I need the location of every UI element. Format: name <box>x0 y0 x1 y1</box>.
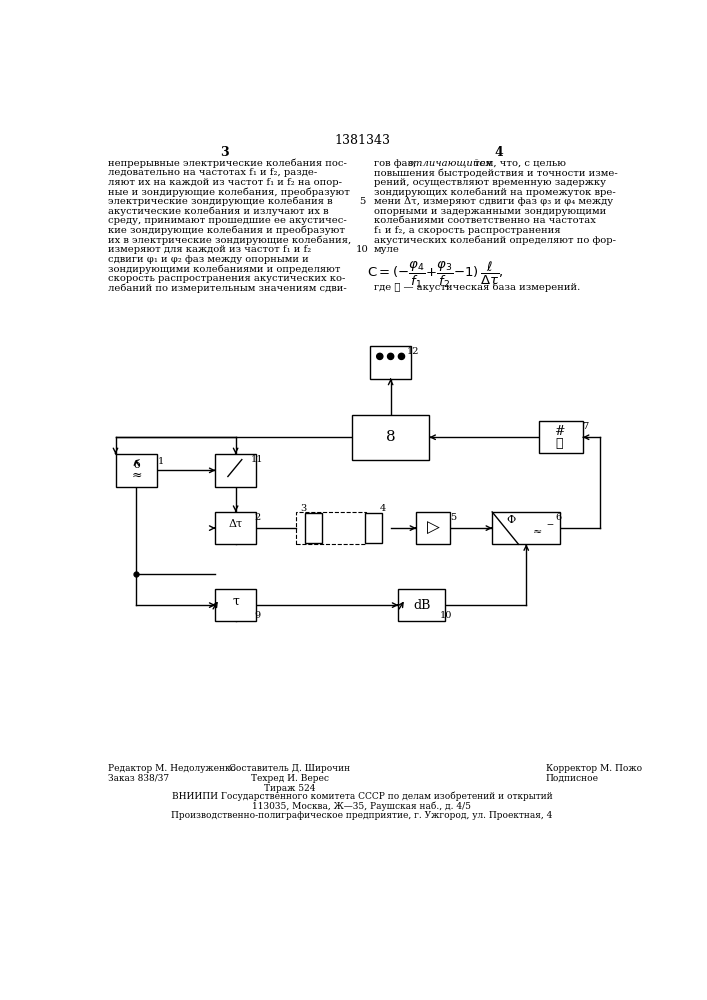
Text: опорными и задержанными зондирующими: опорными и задержанными зондирующими <box>373 207 606 216</box>
Text: Техред И. Верес: Техред И. Верес <box>251 774 329 783</box>
Text: 10: 10 <box>440 611 452 620</box>
Text: непрерывные электрические колебания пос-: непрерывные электрические колебания пос- <box>107 158 346 168</box>
Text: повышения быстродействия и точности изме-: повышения быстродействия и точности изме… <box>373 168 617 178</box>
Bar <box>352 415 429 460</box>
Text: ≈: ≈ <box>533 527 542 537</box>
Text: 1381343: 1381343 <box>334 134 390 147</box>
Circle shape <box>387 353 394 359</box>
Text: 3: 3 <box>300 504 307 513</box>
Text: Составитель Д. Широчин: Составитель Д. Широчин <box>229 764 351 773</box>
Circle shape <box>398 353 404 359</box>
Text: среду, принимают прошедшие ее акустичес-: среду, принимают прошедшие ее акустичес- <box>107 216 346 225</box>
Bar <box>216 512 256 544</box>
Text: 5: 5 <box>358 197 365 206</box>
Bar <box>370 346 411 379</box>
Text: рений, осуществляют временную задержку: рений, осуществляют временную задержку <box>373 178 606 187</box>
Text: Тираж 524: Тираж 524 <box>264 784 315 793</box>
Text: 4: 4 <box>380 504 386 513</box>
Text: 6: 6 <box>555 513 561 522</box>
Text: кие зондирующие колебания и преобразуют: кие зондирующие колебания и преобразуют <box>107 226 345 235</box>
Text: ≈: ≈ <box>132 469 141 482</box>
Bar <box>365 513 382 543</box>
Text: скорость распространения акустических ко-: скорость распространения акустических ко… <box>107 274 345 283</box>
Bar <box>305 513 322 543</box>
Text: 12: 12 <box>407 347 419 356</box>
Text: мени Δτ, измеряют сдвиги фаз φ₃ и φ₄ между: мени Δτ, измеряют сдвиги фаз φ₃ и φ₄ меж… <box>373 197 613 206</box>
Text: где ℓ — акустическая база измерений.: где ℓ — акустическая база измерений. <box>373 282 580 292</box>
Text: Производственно-полиграфическое предприятие, г. Ужгород, ул. Проектная, 4: Производственно-полиграфическое предприя… <box>171 811 553 820</box>
Text: 113035, Москва, Ж—35, Раушская наб., д. 4/5: 113035, Москва, Ж—35, Раушская наб., д. … <box>252 801 472 811</box>
Text: 10: 10 <box>356 245 368 254</box>
Text: электрические зондирующие колебания в: электрические зондирующие колебания в <box>107 197 332 207</box>
Text: Заказ 838/37: Заказ 838/37 <box>107 774 169 783</box>
Text: ные и зондирующие колебания, преобразуют: ные и зондирующие колебания, преобразуют <box>107 187 350 197</box>
Bar <box>416 512 450 544</box>
Bar <box>398 589 445 621</box>
Text: зондирующими колебаниями и определяют: зондирующими колебаниями и определяют <box>107 264 340 274</box>
Text: 5: 5 <box>450 513 457 522</box>
Text: колебаниями соответственно на частотах: колебаниями соответственно на частотах <box>373 216 595 225</box>
Text: 9: 9 <box>255 611 260 620</box>
Text: Δτ: Δτ <box>228 519 243 529</box>
Bar <box>116 454 156 487</box>
Text: их в электрические зондирующие колебания,: их в электрические зондирующие колебания… <box>107 235 351 245</box>
Text: гов фаз,: гов фаз, <box>373 158 419 167</box>
Text: τ: τ <box>232 595 239 608</box>
Text: $\mathrm{C}{=}({-}\dfrac{\varphi_4}{f_1}{+}\dfrac{\varphi_3}{f_2}{-}1)\,\dfrac{\: $\mathrm{C}{=}({-}\dfrac{\varphi_4}{f_1}… <box>367 259 504 290</box>
Text: сдвиги φ₁ и φ₂ фаз между опорными и: сдвиги φ₁ и φ₂ фаз между опорными и <box>107 255 308 264</box>
Text: Подписное: Подписное <box>546 774 599 783</box>
Text: dB: dB <box>413 599 431 612</box>
Text: ляют их на каждой из частот f₁ и f₂ на опор-: ляют их на каждой из частот f₁ и f₂ на о… <box>107 178 341 187</box>
Text: акустические колебания и излучают их в: акустические колебания и излучают их в <box>107 207 328 216</box>
Text: акустических колебаний определяют по фор-: акустических колебаний определяют по фор… <box>373 235 616 245</box>
Text: измеряют для каждой из частот f₁ и f₂: измеряют для каждой из частот f₁ и f₂ <box>107 245 311 254</box>
Text: f₁ и f₂, а скорость распространения: f₁ и f₂, а скорость распространения <box>373 226 560 235</box>
Circle shape <box>377 353 383 359</box>
Text: 7: 7 <box>582 422 588 431</box>
Text: 2: 2 <box>255 513 260 522</box>
Text: Ф: Ф <box>506 515 515 525</box>
Text: –: – <box>546 517 553 531</box>
Text: 1: 1 <box>158 457 163 466</box>
Text: ледовательно на частотах f₁ и f₂, разде-: ледовательно на частотах f₁ и f₂, разде- <box>107 168 317 177</box>
Text: #: # <box>554 425 565 438</box>
Text: ▷: ▷ <box>427 520 440 537</box>
Text: 4: 4 <box>495 146 503 159</box>
Text: лебаний по измерительным значениям сдви-: лебаний по измерительным значениям сдви- <box>107 284 346 293</box>
Text: ∿: ∿ <box>556 437 563 450</box>
Text: 3: 3 <box>220 146 228 159</box>
Text: Редактор М. Недолуженко: Редактор М. Недолуженко <box>107 764 235 773</box>
Text: 11: 11 <box>251 455 264 464</box>
Text: отличающийся: отличающийся <box>408 158 492 167</box>
Text: 8: 8 <box>386 430 395 444</box>
Bar <box>539 421 583 453</box>
Bar <box>216 454 256 487</box>
Text: ВНИИПИ Государственного комитета СССР по делам изобретений и открытий: ВНИИПИ Государственного комитета СССР по… <box>172 791 552 801</box>
Text: тем, что, с целью: тем, что, с целью <box>472 158 566 167</box>
Bar <box>216 589 256 621</box>
Text: б: б <box>133 460 140 470</box>
Bar <box>296 512 366 544</box>
Text: муле: муле <box>373 245 399 254</box>
Text: Корректор М. Пожо: Корректор М. Пожо <box>546 764 642 773</box>
Text: зондирующих колебаний на промежуток вре-: зондирующих колебаний на промежуток вре- <box>373 187 615 197</box>
Bar <box>492 512 561 544</box>
